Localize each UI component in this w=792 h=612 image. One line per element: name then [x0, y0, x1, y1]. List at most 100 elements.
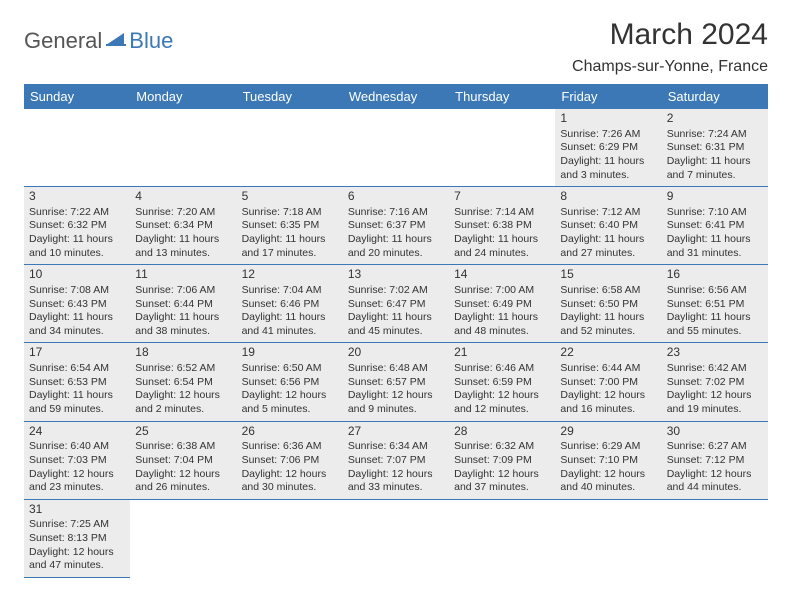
weekday-header: Friday — [555, 84, 661, 109]
daylight-text: and 47 minutes. — [29, 559, 125, 573]
daylight-text: and 37 minutes. — [454, 481, 550, 495]
calendar-week-row: 1Sunrise: 7:26 AMSunset: 6:29 PMDaylight… — [24, 109, 768, 187]
day-number: 9 — [667, 189, 763, 205]
daylight-text: Daylight: 12 hours — [242, 389, 338, 403]
month-title: March 2024 — [572, 18, 768, 52]
daylight-text: Daylight: 12 hours — [242, 468, 338, 482]
calendar-day-cell: 30Sunrise: 6:27 AMSunset: 7:12 PMDayligh… — [662, 421, 768, 499]
calendar-day-cell: 13Sunrise: 7:02 AMSunset: 6:47 PMDayligh… — [343, 265, 449, 343]
daylight-text: and 17 minutes. — [242, 247, 338, 261]
sunset-text: Sunset: 7:12 PM — [667, 454, 763, 468]
sunset-text: Sunset: 6:44 PM — [135, 298, 231, 312]
calendar-day-cell — [555, 499, 661, 577]
daylight-text: Daylight: 11 hours — [454, 311, 550, 325]
calendar-day-cell: 25Sunrise: 6:38 AMSunset: 7:04 PMDayligh… — [130, 421, 236, 499]
day-number: 26 — [242, 424, 338, 440]
day-number: 23 — [667, 345, 763, 361]
sunrise-text: Sunrise: 7:24 AM — [667, 128, 763, 142]
daylight-text: and 24 minutes. — [454, 247, 550, 261]
calendar-day-cell: 16Sunrise: 6:56 AMSunset: 6:51 PMDayligh… — [662, 265, 768, 343]
sunrise-text: Sunrise: 6:42 AM — [667, 362, 763, 376]
weekday-header: Thursday — [449, 84, 555, 109]
calendar-day-cell: 18Sunrise: 6:52 AMSunset: 6:54 PMDayligh… — [130, 343, 236, 421]
day-number: 10 — [29, 267, 125, 283]
sunrise-text: Sunrise: 6:58 AM — [560, 284, 656, 298]
day-number: 16 — [667, 267, 763, 283]
calendar-day-cell: 28Sunrise: 6:32 AMSunset: 7:09 PMDayligh… — [449, 421, 555, 499]
weekday-header: Wednesday — [343, 84, 449, 109]
daylight-text: Daylight: 11 hours — [348, 311, 444, 325]
daylight-text: Daylight: 11 hours — [454, 233, 550, 247]
title-block: March 2024 Champs-sur-Yonne, France — [572, 18, 768, 76]
day-number: 19 — [242, 345, 338, 361]
calendar-day-cell: 5Sunrise: 7:18 AMSunset: 6:35 PMDaylight… — [237, 187, 343, 265]
sunset-text: Sunset: 6:57 PM — [348, 376, 444, 390]
sunrise-text: Sunrise: 7:04 AM — [242, 284, 338, 298]
daylight-text: Daylight: 11 hours — [560, 155, 656, 169]
sunrise-text: Sunrise: 6:54 AM — [29, 362, 125, 376]
day-number: 12 — [242, 267, 338, 283]
day-number: 3 — [29, 189, 125, 205]
calendar-day-cell: 24Sunrise: 6:40 AMSunset: 7:03 PMDayligh… — [24, 421, 130, 499]
sunset-text: Sunset: 6:32 PM — [29, 219, 125, 233]
daylight-text: Daylight: 11 hours — [242, 233, 338, 247]
daylight-text: and 2 minutes. — [135, 403, 231, 417]
calendar-day-cell: 8Sunrise: 7:12 AMSunset: 6:40 PMDaylight… — [555, 187, 661, 265]
day-number: 15 — [560, 267, 656, 283]
calendar-day-cell — [343, 499, 449, 577]
sunset-text: Sunset: 6:50 PM — [560, 298, 656, 312]
daylight-text: Daylight: 11 hours — [135, 233, 231, 247]
sunset-text: Sunset: 7:03 PM — [29, 454, 125, 468]
day-number: 4 — [135, 189, 231, 205]
sunset-text: Sunset: 7:07 PM — [348, 454, 444, 468]
daylight-text: Daylight: 12 hours — [29, 468, 125, 482]
sunset-text: Sunset: 6:46 PM — [242, 298, 338, 312]
daylight-text: and 31 minutes. — [667, 247, 763, 261]
weekday-header: Saturday — [662, 84, 768, 109]
weekday-header: Sunday — [24, 84, 130, 109]
day-number: 28 — [454, 424, 550, 440]
daylight-text: Daylight: 11 hours — [29, 389, 125, 403]
day-number: 2 — [667, 111, 763, 127]
sunset-text: Sunset: 6:56 PM — [242, 376, 338, 390]
daylight-text: Daylight: 11 hours — [667, 155, 763, 169]
weekday-header: Monday — [130, 84, 236, 109]
daylight-text: Daylight: 11 hours — [667, 233, 763, 247]
calendar-day-cell — [24, 109, 130, 187]
sunrise-text: Sunrise: 6:56 AM — [667, 284, 763, 298]
sunset-text: Sunset: 6:54 PM — [135, 376, 231, 390]
daylight-text: and 7 minutes. — [667, 169, 763, 183]
logo-text-general: General — [24, 28, 102, 54]
day-number: 30 — [667, 424, 763, 440]
sunset-text: Sunset: 6:53 PM — [29, 376, 125, 390]
sunset-text: Sunset: 8:13 PM — [29, 532, 125, 546]
sunrise-text: Sunrise: 7:14 AM — [454, 206, 550, 220]
day-number: 8 — [560, 189, 656, 205]
daylight-text: and 38 minutes. — [135, 325, 231, 339]
daylight-text: Daylight: 11 hours — [29, 311, 125, 325]
daylight-text: Daylight: 12 hours — [667, 468, 763, 482]
day-number: 11 — [135, 267, 231, 283]
calendar-table: Sunday Monday Tuesday Wednesday Thursday… — [24, 84, 768, 578]
sunrise-text: Sunrise: 6:40 AM — [29, 440, 125, 454]
daylight-text: Daylight: 11 hours — [560, 311, 656, 325]
daylight-text: and 44 minutes. — [667, 481, 763, 495]
daylight-text: Daylight: 11 hours — [560, 233, 656, 247]
day-number: 17 — [29, 345, 125, 361]
daylight-text: Daylight: 12 hours — [135, 468, 231, 482]
calendar-day-cell: 6Sunrise: 7:16 AMSunset: 6:37 PMDaylight… — [343, 187, 449, 265]
daylight-text: and 59 minutes. — [29, 403, 125, 417]
sunrise-text: Sunrise: 6:50 AM — [242, 362, 338, 376]
sunrise-text: Sunrise: 6:52 AM — [135, 362, 231, 376]
daylight-text: and 26 minutes. — [135, 481, 231, 495]
daylight-text: and 9 minutes. — [348, 403, 444, 417]
sunrise-text: Sunrise: 6:38 AM — [135, 440, 231, 454]
day-number: 24 — [29, 424, 125, 440]
daylight-text: and 33 minutes. — [348, 481, 444, 495]
location-text: Champs-sur-Yonne, France — [572, 58, 768, 76]
calendar-day-cell: 10Sunrise: 7:08 AMSunset: 6:43 PMDayligh… — [24, 265, 130, 343]
daylight-text: and 10 minutes. — [29, 247, 125, 261]
calendar-day-cell — [449, 499, 555, 577]
calendar-day-cell — [130, 499, 236, 577]
sunrise-text: Sunrise: 6:32 AM — [454, 440, 550, 454]
